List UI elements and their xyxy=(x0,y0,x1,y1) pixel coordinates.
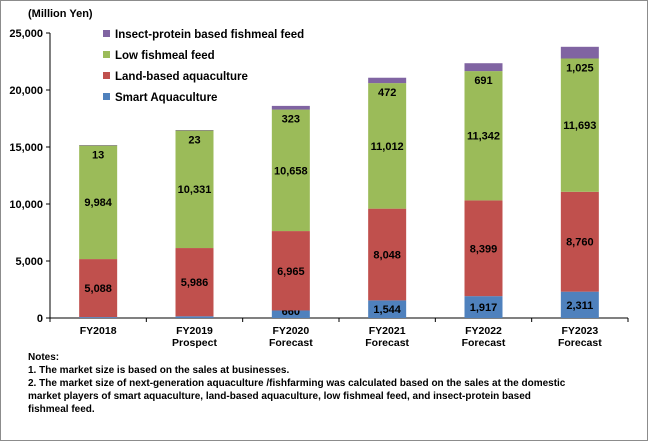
x-category-label: Forecast xyxy=(462,337,506,349)
data-label: 5,088 xyxy=(84,283,112,295)
bar-segment xyxy=(79,259,118,318)
data-label: 8,048 xyxy=(373,250,401,262)
legend-swatch xyxy=(103,51,110,58)
data-label: 8,760 xyxy=(566,237,594,249)
data-label: 1,917 xyxy=(470,302,498,314)
bar-segment xyxy=(79,317,118,318)
data-label: 6,965 xyxy=(277,266,305,278)
x-category-label: FY2019 xyxy=(176,325,213,337)
x-category-label: Forecast xyxy=(269,337,313,349)
bar-segment xyxy=(464,296,503,318)
bar-segment xyxy=(79,145,118,146)
note-line: 1. The market size is based on the sales… xyxy=(28,365,290,376)
bar-segment xyxy=(464,63,503,72)
data-label: 10,331 xyxy=(178,184,212,196)
data-label: 9,984 xyxy=(84,197,112,209)
notes-heading: Notes: xyxy=(28,352,60,363)
stacked-bar-chart: 05,00010,00015,00020,00025,000805,0889,9… xyxy=(9,28,629,349)
data-label: 1,544 xyxy=(373,304,401,316)
legend-swatch xyxy=(103,93,110,100)
bar-segment xyxy=(560,191,599,292)
data-label: 2,311 xyxy=(566,300,593,312)
bar-segment xyxy=(368,300,407,318)
legend-swatch xyxy=(103,72,110,79)
y-tick-label: 20,000 xyxy=(9,85,43,97)
y-tick-label: 25,000 xyxy=(9,28,43,40)
bar-segment xyxy=(560,58,599,192)
notes: Notes: 1. The market size is based on th… xyxy=(28,351,628,416)
bar-segment xyxy=(368,77,407,84)
bar-segment xyxy=(175,130,214,131)
bar-segment xyxy=(175,248,214,317)
x-category-label: Prospect xyxy=(172,337,217,349)
bar-segment xyxy=(271,310,310,318)
data-label: 11,012 xyxy=(371,141,404,153)
legend-entry: Insect-protein based fishmeal feed xyxy=(115,29,304,41)
data-label: 10,658 xyxy=(274,165,308,177)
x-category-label: Forecast xyxy=(365,337,409,349)
note-line: fishmeal feed. xyxy=(28,404,95,415)
y-tick-label: 10,000 xyxy=(9,199,43,211)
data-label: 5,986 xyxy=(181,277,209,289)
bar-segment xyxy=(368,208,407,301)
bar-segment xyxy=(79,145,118,260)
legend-swatch xyxy=(103,30,110,37)
data-label: 472 xyxy=(378,87,396,99)
y-tick-label: 5,000 xyxy=(15,256,43,268)
bar-segment xyxy=(175,316,214,318)
data-label: 11,342 xyxy=(467,131,500,143)
bar-segment xyxy=(464,200,503,297)
x-category-label: FY2022 xyxy=(465,325,502,337)
bar-segment xyxy=(368,83,407,209)
y-tick-label: 0 xyxy=(37,313,43,325)
bar-segment xyxy=(271,231,310,311)
data-label: 23 xyxy=(188,134,200,146)
bar-segment xyxy=(464,71,503,201)
bar-segment xyxy=(271,105,310,110)
data-label: 691 xyxy=(474,75,492,87)
bar-segment xyxy=(560,46,599,59)
x-category-label: Forecast xyxy=(558,337,602,349)
x-category-label: FY2020 xyxy=(272,325,309,337)
data-label: 11,693 xyxy=(563,120,596,132)
data-label: 1,025 xyxy=(566,62,594,74)
x-category-label: FY2023 xyxy=(561,325,598,337)
bar-segment xyxy=(560,291,599,318)
note-line: 2. The market size of next-generation aq… xyxy=(28,378,566,389)
note-line: market players of smart aquaculture, lan… xyxy=(28,391,531,402)
x-category-label: FY2021 xyxy=(369,325,406,337)
data-label: 13 xyxy=(92,149,104,161)
bar-segment xyxy=(175,130,214,249)
data-label: 323 xyxy=(282,114,300,126)
y-tick-label: 15,000 xyxy=(9,142,43,154)
y-axis-unit-label: (Million Yen) xyxy=(28,8,93,20)
legend-entry: Land-based aquaculture xyxy=(115,71,248,83)
bar-segment xyxy=(271,109,310,232)
x-category-label: FY2018 xyxy=(80,325,117,337)
legend-entry: Smart Aquaculture xyxy=(115,92,217,104)
legend-entry: Low fishmeal feed xyxy=(115,50,215,62)
data-label: 8,399 xyxy=(470,243,498,255)
